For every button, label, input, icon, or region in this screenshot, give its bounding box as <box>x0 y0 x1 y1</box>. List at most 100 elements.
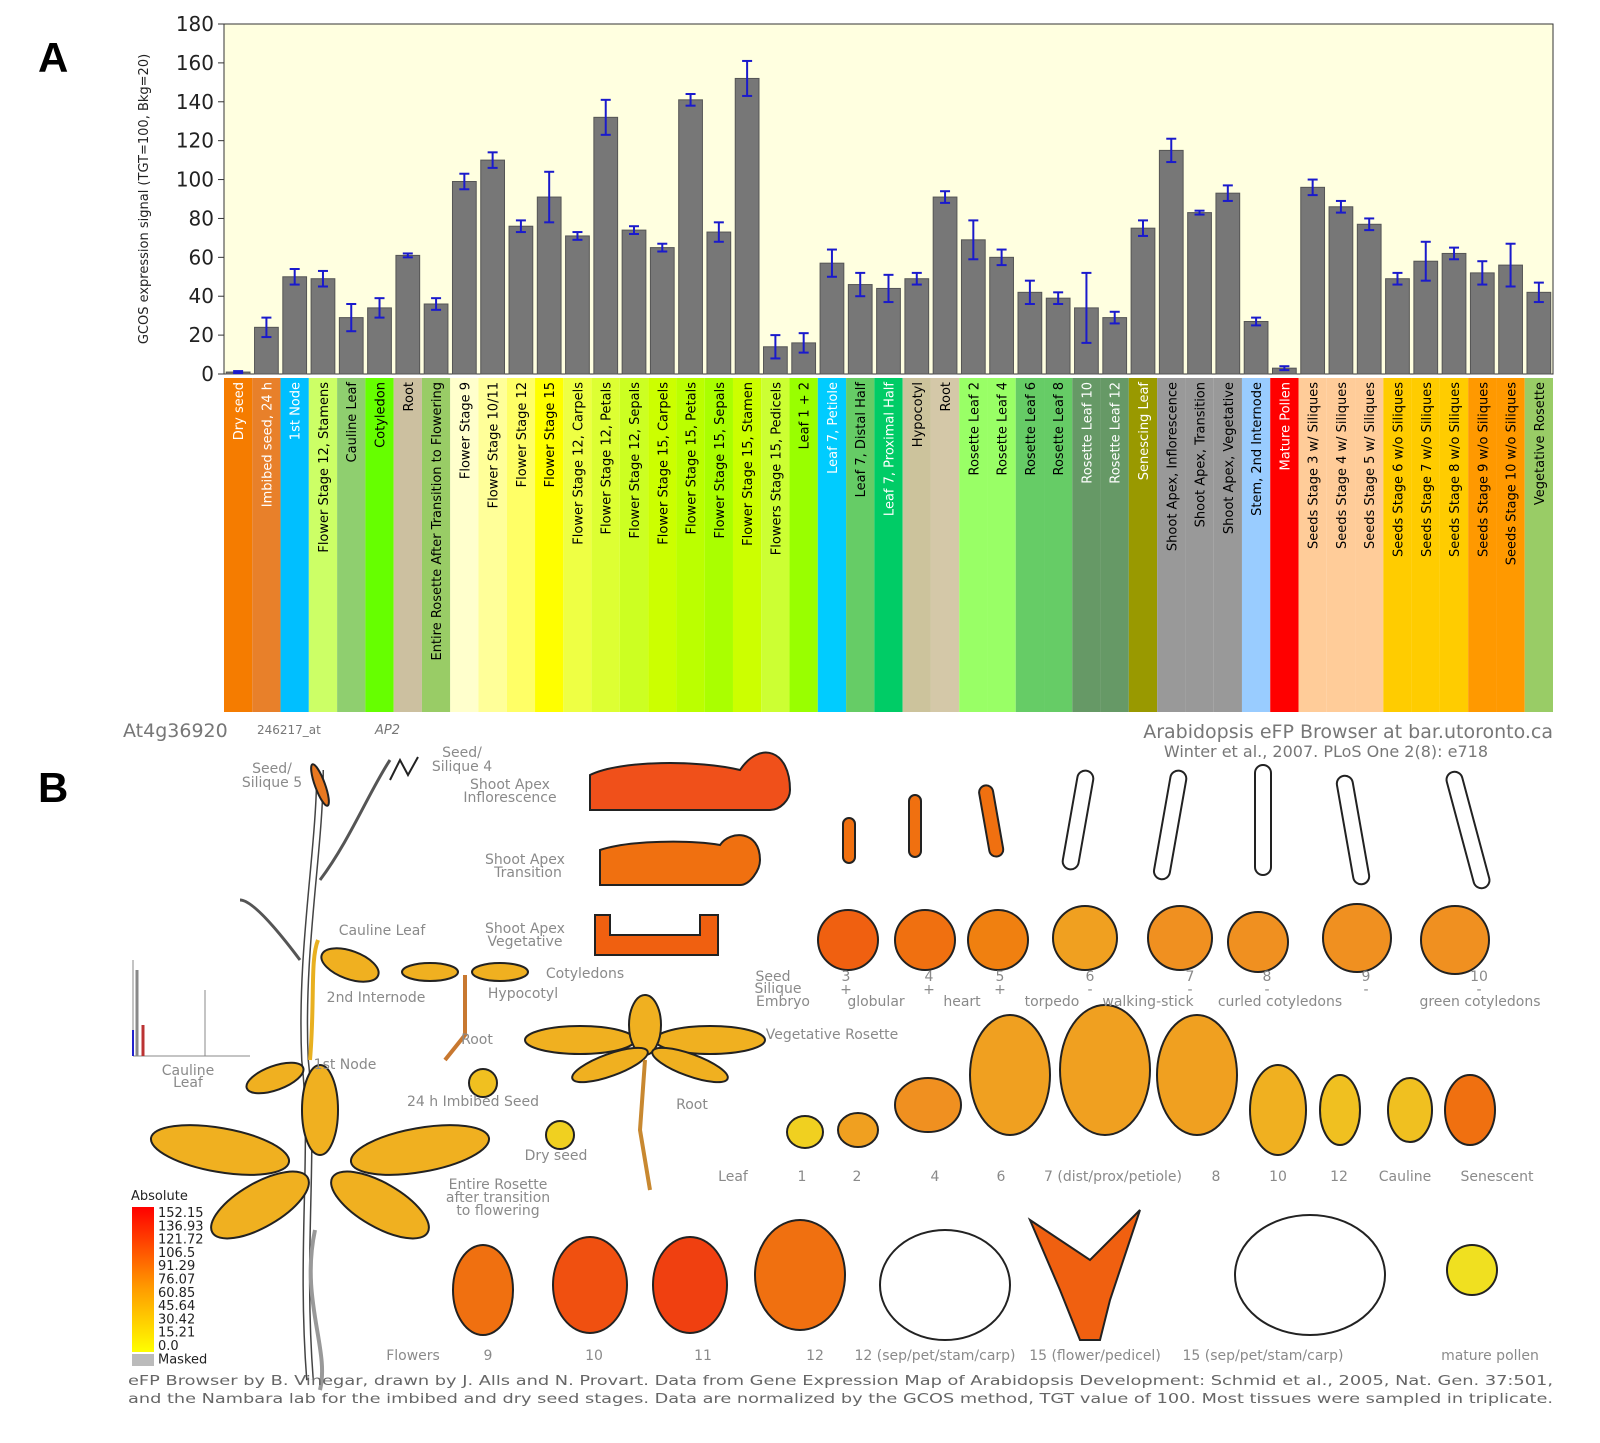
label: 15 (flower/pedicel) <box>1029 1348 1161 1364</box>
category-strip <box>1270 378 1299 712</box>
label: 11 <box>694 1348 712 1364</box>
label: mature pollen <box>1441 1348 1539 1364</box>
label: 8 <box>1212 1169 1221 1185</box>
y-tick-label: 100 <box>176 168 214 192</box>
x-tick-label: Leaf 7, Petiole <box>826 382 841 474</box>
x-tick-label: 1st Node <box>289 382 304 440</box>
x-tick-label: Flower Stage 15, Carpels <box>656 382 671 545</box>
category-strip <box>817 378 847 712</box>
category-strip <box>789 378 818 712</box>
bar <box>1385 278 1410 375</box>
legend-label: 106.5 <box>158 1246 195 1261</box>
legend-label: 76.07 <box>158 1273 195 1288</box>
label: Vegetative <box>488 934 563 950</box>
bar <box>621 229 647 375</box>
bar <box>706 231 732 375</box>
x-tick-label: Flower Stage 12, Sepals <box>628 382 643 539</box>
category-strip <box>1213 378 1242 712</box>
x-tick-label: Flower Stage 15, Petals <box>685 382 700 535</box>
label: Transition <box>493 865 562 881</box>
y-tick-label: 0 <box>201 362 214 386</box>
legend-label: 15.21 <box>158 1326 195 1341</box>
y-tick-label: 160 <box>176 51 214 75</box>
category-strip <box>1157 378 1186 712</box>
label: 6 <box>1086 969 1095 985</box>
x-tick-label: Leaf 7, Proximal Half <box>883 382 898 516</box>
x-tick-label: Flower Stage 15 <box>543 382 558 487</box>
label: 24 h Imbibed Seed <box>407 1094 539 1110</box>
category-strip <box>535 378 564 712</box>
label: Shoot Apex <box>485 921 565 937</box>
x-tick-label: Seeds Stage 9 w/o Siliques <box>1476 382 1491 557</box>
category-strip <box>619 378 649 712</box>
label: Silique 5 <box>242 775 302 791</box>
bar-chart: 0 20 40 60 80 100 120 140 160 180 GCOS expression … <box>137 12 1554 712</box>
label: + <box>840 982 852 998</box>
bar <box>451 181 477 375</box>
label: 12 <box>1330 1169 1348 1185</box>
x-tick-label: Flower Stage 12, Stamens <box>317 382 332 553</box>
x-tick-label: Entire Rosette After Transition to Flowe… <box>430 382 445 661</box>
x-tick-label: Leaf 7, Distal Half <box>854 382 869 498</box>
panel-label: A <box>38 34 68 81</box>
label: 4 <box>925 969 934 985</box>
x-tick-label: Rosette Leaf 4 <box>996 382 1011 475</box>
category-strip <box>1015 378 1045 712</box>
category-strip <box>1185 378 1214 712</box>
x-tick-label: Vegetative Rosette <box>1533 382 1548 505</box>
label: Seed/ <box>442 745 482 761</box>
bar <box>536 196 562 375</box>
x-tick-label: Flower Stage 12, Carpels <box>571 382 586 545</box>
label: curled cotyledons <box>1218 994 1342 1010</box>
legend-label: 45.64 <box>158 1299 195 1314</box>
category-strip <box>280 378 309 712</box>
bar <box>1102 317 1128 375</box>
y-tick-label: 40 <box>189 284 214 308</box>
footer-line: and the Nambara lab for the imbibed and … <box>128 1391 1553 1407</box>
gene-id: At4g36920 <box>123 720 228 742</box>
label: 9 <box>1362 969 1371 985</box>
x-tick-label: Seeds Stage 8 w/o Siliques <box>1448 382 1463 557</box>
x-tick-label: Mature Pollen <box>1278 382 1293 471</box>
bar <box>1356 223 1382 375</box>
x-tick-label: Flower Stage 9 <box>458 382 473 479</box>
category-strip <box>563 378 592 712</box>
x-tick-label: Cotyledon <box>374 382 389 448</box>
gene-alias: AP2 <box>374 723 400 738</box>
x-tick-label: Seeds Stage 3 w/ Siliques <box>1307 382 1322 549</box>
x-tick-label: Cauline Leaf <box>345 382 360 463</box>
x-tick-label: Imbibed seed, 24 h <box>260 382 275 507</box>
bar <box>1045 297 1071 375</box>
bar <box>1300 186 1326 375</box>
category-strip <box>704 378 733 712</box>
label: 2nd Internode <box>327 990 426 1006</box>
label: 7 (dist/prox/petiole) <box>1044 1169 1182 1185</box>
label: 12 <box>806 1348 824 1364</box>
category-strip <box>337 378 366 712</box>
category-strip <box>1326 378 1356 712</box>
label: 7 <box>1186 969 1195 985</box>
category-strip <box>252 378 281 712</box>
label: Embryo <box>756 994 810 1010</box>
category-strip <box>1128 378 1158 712</box>
label: Shoot Apex <box>485 852 565 868</box>
category-strip <box>365 378 394 712</box>
bar <box>1187 212 1212 375</box>
bar <box>282 276 308 375</box>
category-strip <box>648 378 677 712</box>
category-strip <box>421 378 451 712</box>
label: 10 <box>585 1348 603 1364</box>
label: + <box>994 982 1006 998</box>
label: Cotyledons <box>546 966 624 982</box>
label: torpedo <box>1025 994 1080 1010</box>
category-strip <box>478 378 507 712</box>
label: - <box>1264 982 1269 998</box>
bar <box>423 303 449 375</box>
probe-id: 246217_at <box>257 723 321 737</box>
x-tick-label: Stem, 2nd Internode <box>1250 382 1265 516</box>
label: Shoot Apex <box>470 777 550 793</box>
x-tick-label: Rosette Leaf 2 <box>967 382 982 475</box>
category-strip <box>761 378 790 712</box>
bar <box>932 196 958 375</box>
